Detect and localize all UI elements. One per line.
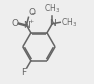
Text: N: N [49,19,56,28]
Text: F: F [21,68,26,77]
Text: CH$_3$: CH$_3$ [44,2,60,15]
Text: N: N [23,21,30,30]
Text: +: + [28,19,33,24]
Text: CH$_3$: CH$_3$ [61,16,77,29]
Text: −: − [30,10,36,16]
Text: O: O [29,8,36,17]
Text: O: O [11,19,18,28]
